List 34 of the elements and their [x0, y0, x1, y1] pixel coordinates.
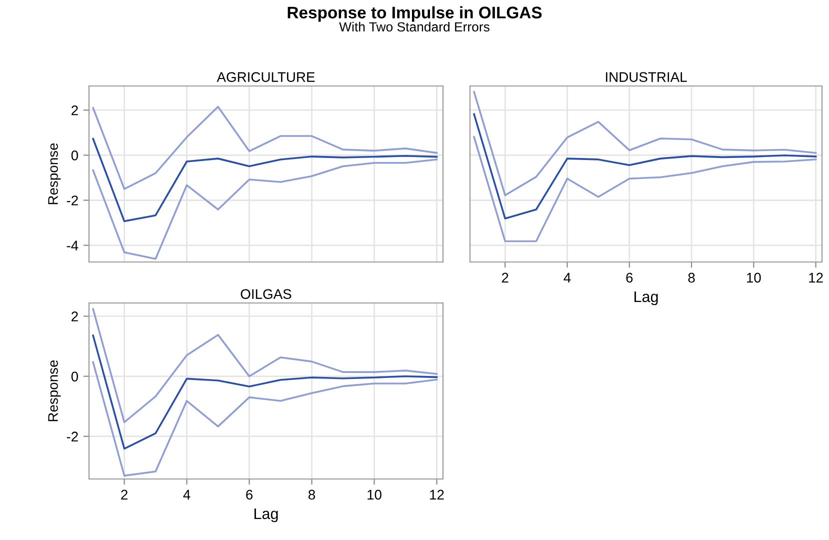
line-series [92, 138, 438, 222]
x-tick-label: 2 [121, 490, 128, 500]
x-tick-label: 8 [688, 272, 695, 283]
line-series [92, 334, 438, 450]
y-tick-label: -2 [66, 432, 78, 442]
x-tick-label: 4 [564, 272, 571, 282]
chart-title: OILGAS [240, 289, 292, 299]
x-tick-label: 6 [626, 272, 633, 283]
text: Response to Impulse in OILGAS [288, 6, 542, 22]
line-series [92, 158, 438, 260]
x-tick-label: 8 [308, 490, 316, 500]
x-axis-title: Lag [634, 291, 658, 306]
chart-title: INDUSTRIAL [606, 72, 687, 82]
chart-title: AGRICULTURE [216, 72, 315, 82]
x-tick-label: 10 [746, 272, 761, 283]
x-tick-label: 4 [183, 490, 190, 500]
text: With Two Standard Errors [339, 22, 490, 32]
y-axis-title: Response [48, 143, 61, 204]
y-tick-label: -2 [66, 196, 78, 206]
x-tick-label: 12 [430, 490, 444, 500]
line-series [92, 106, 438, 190]
y-tick-label: 0 [71, 372, 78, 382]
line-series [92, 361, 438, 477]
x-tick-label: 2 [502, 272, 508, 282]
y-axis-title: Response [48, 360, 61, 422]
x-axis-title: Lag [254, 508, 278, 522]
y-tick-label: 0 [71, 150, 78, 160]
y-tick-label: 2 [72, 105, 78, 116]
y-tick-label: -4 [66, 240, 78, 250]
y-tick-label: 2 [72, 312, 78, 322]
line-series [92, 308, 438, 424]
x-tick-label: 6 [246, 490, 253, 500]
x-tick-label: 10 [368, 490, 382, 500]
x-tick-label: 12 [809, 272, 823, 282]
